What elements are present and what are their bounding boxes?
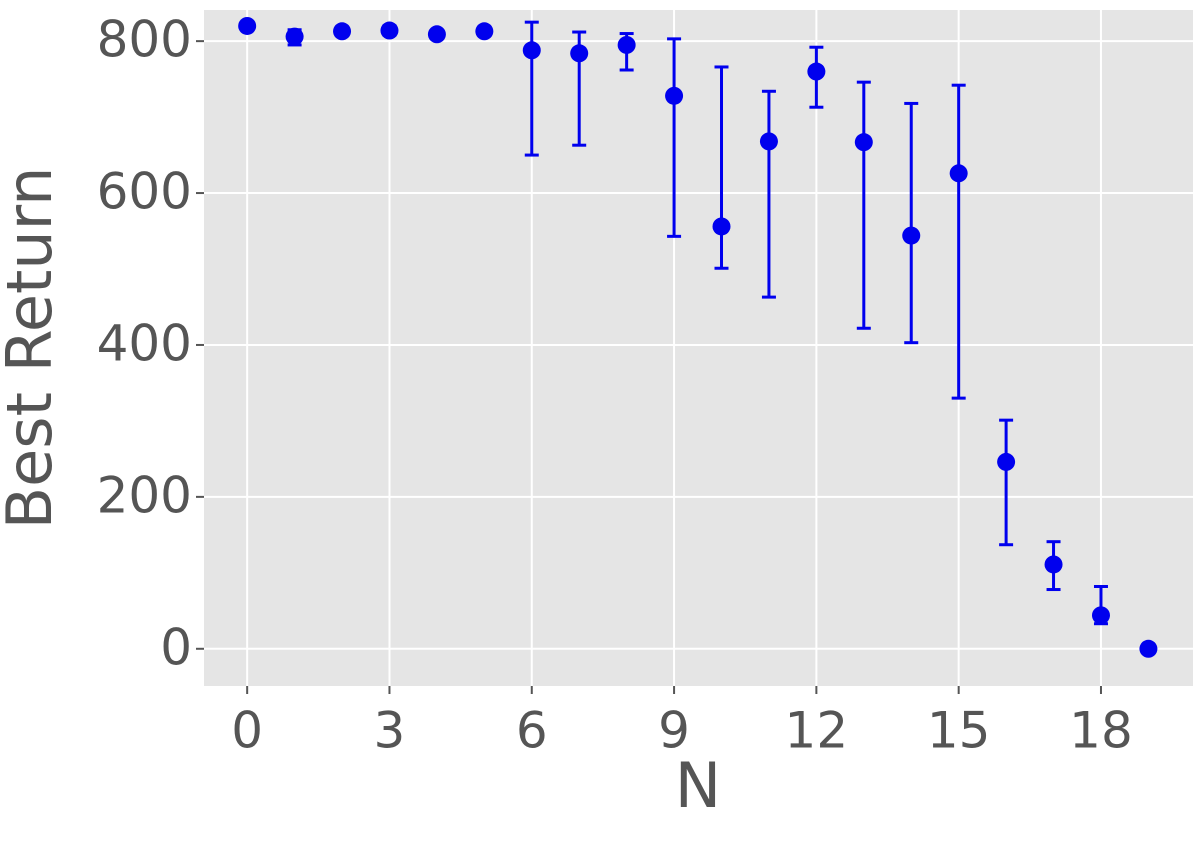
point — [285, 27, 304, 46]
plot-area — [204, 10, 1193, 686]
point — [997, 452, 1016, 471]
y-tick-label: 400 — [97, 314, 192, 372]
point — [570, 44, 589, 63]
point — [475, 22, 494, 41]
x-axis-label: N — [675, 749, 721, 822]
x-tick-label: 6 — [516, 702, 548, 760]
x-tick-label: 12 — [785, 702, 849, 760]
point — [238, 16, 257, 35]
point — [949, 164, 968, 183]
y-axis-label: Best Return — [0, 167, 66, 530]
point — [807, 62, 826, 81]
x-tick-label: 15 — [927, 702, 991, 760]
point — [759, 132, 778, 151]
y-tick-label: 0 — [160, 618, 192, 676]
x-tick-label: 0 — [231, 702, 263, 760]
point — [854, 133, 873, 152]
y-tick-label: 800 — [97, 11, 192, 69]
x-tick-label: 9 — [658, 702, 690, 760]
x-tick-label: 18 — [1069, 702, 1133, 760]
point — [617, 35, 636, 54]
point — [380, 21, 399, 40]
point — [902, 226, 921, 245]
x-tick-label: 3 — [374, 702, 406, 760]
point — [712, 217, 731, 236]
point — [427, 25, 446, 44]
point — [1091, 606, 1110, 625]
y-tick-label: 600 — [97, 163, 192, 221]
point — [522, 41, 541, 60]
point — [1139, 639, 1158, 658]
point — [665, 86, 684, 105]
point — [333, 22, 352, 41]
point — [1044, 555, 1063, 574]
y-tick-label: 200 — [97, 466, 192, 524]
